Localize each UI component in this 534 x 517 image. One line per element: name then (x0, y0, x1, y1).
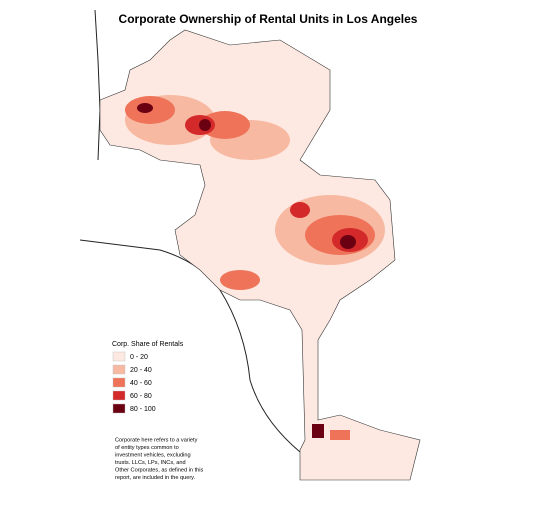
legend-label: 0 - 20 (130, 354, 148, 361)
legend-label: 40 - 60 (130, 380, 152, 387)
tract-cluster (137, 103, 153, 113)
note-line: Corporate here refers to a variety (115, 437, 198, 443)
note-line: investment vehicles, excluding (115, 452, 191, 458)
legend-label: 60 - 80 (130, 393, 152, 400)
tract-cluster (200, 111, 250, 139)
legend-swatch (112, 390, 126, 401)
tract-cluster (199, 119, 211, 131)
tract-cluster (220, 270, 260, 290)
legend-label: 80 - 100 (130, 406, 156, 413)
tract-cluster (312, 424, 324, 438)
note-line: report, are included in the query. (115, 475, 196, 481)
legend-swatch (112, 377, 126, 388)
tracts (125, 95, 385, 440)
tract-cluster (290, 202, 310, 218)
legend-swatch (112, 351, 126, 362)
tract-cluster (330, 430, 350, 440)
legend: Corp. Share of Rentals 0 - 20 20 - 40 40 -… (112, 341, 184, 414)
note: Corporate here refers to a variety of ent… (115, 437, 204, 481)
note-line: of entity types common to (115, 445, 179, 451)
legend-swatch (112, 403, 126, 414)
legend-title: Corp. Share of Rentals (112, 341, 184, 348)
legend-label: 20 - 40 (130, 367, 152, 374)
map-title: Corporate Ownership of Rental Units in L… (119, 12, 418, 26)
note-line: Other Corporates, as defined in this (115, 467, 204, 473)
note-line: trusts. LLCs, LPs, INCs, and (115, 460, 186, 466)
legend-swatch (112, 364, 126, 375)
tract-cluster (340, 235, 356, 249)
